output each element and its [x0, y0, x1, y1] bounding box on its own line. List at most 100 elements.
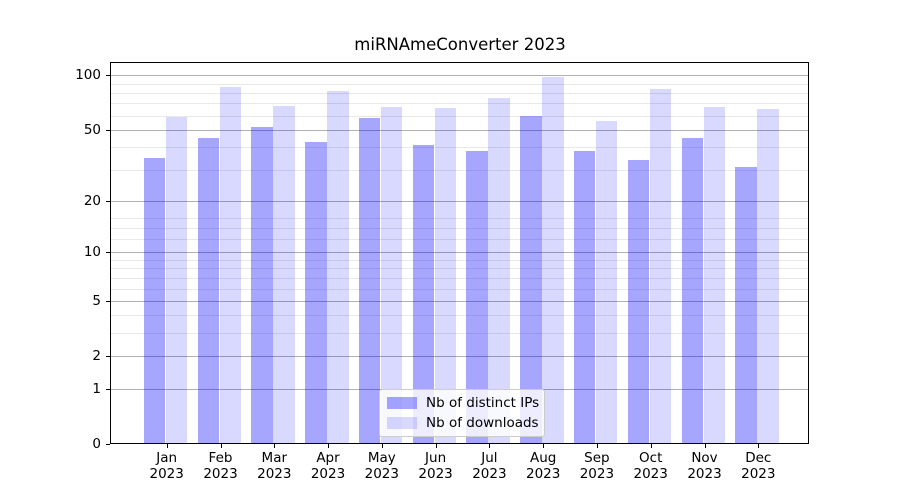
- x-axis-tick-sep: [596, 444, 598, 448]
- x-axis-label-month: Apr: [316, 450, 340, 466]
- bar-nb-of-distinct-ips-aug: [520, 115, 542, 444]
- y-axis-tick-1: [106, 388, 110, 390]
- x-axis-label-year: 2023: [149, 466, 184, 482]
- x-axis-label-year: 2023: [579, 466, 615, 482]
- x-axis-label-year: 2023: [633, 466, 668, 482]
- legend-entry-downloads: Nb of downloads: [387, 414, 539, 432]
- x-axis-label-apr: Apr 2023: [298, 450, 358, 482]
- bar-nb-of-downloads-jul: [488, 97, 510, 444]
- gridline-minor-30: [110, 169, 809, 171]
- x-axis-tick-jan: [166, 444, 168, 448]
- bar-nb-of-distinct-ips-jul: [466, 151, 488, 444]
- x-axis-label-may: May 2023: [352, 450, 412, 482]
- bar-nb-of-distinct-ips-jun: [412, 145, 435, 444]
- gridline-minor-80: [110, 92, 809, 94]
- legend-swatch-distinct-ips: [387, 397, 417, 409]
- y-axis-label-1: 1: [92, 380, 101, 397]
- x-axis-label-year: 2023: [687, 466, 722, 482]
- gridline-major-50: [110, 129, 809, 131]
- right-spine: [808, 62, 809, 444]
- bar-nb-of-downloads-jan: [165, 116, 188, 444]
- x-axis-label-month: May: [367, 450, 396, 466]
- x-axis-label-month: Feb: [208, 450, 233, 466]
- y-axis-tick-0: [106, 444, 110, 445]
- bottom-spine: [110, 443, 809, 444]
- x-axis-label-year: 2023: [741, 466, 776, 482]
- bar-nb-of-distinct-ips-feb: [197, 138, 219, 444]
- bar-nb-of-downloads-may: [380, 106, 403, 444]
- y-axis-tick-5: [106, 300, 110, 302]
- gridline-minor-90: [110, 83, 809, 85]
- bar-nb-of-distinct-ips-mar: [251, 126, 273, 444]
- gridline-major-20: [110, 200, 809, 202]
- x-axis-tick-oct: [650, 444, 652, 448]
- x-axis-label-nov: Nov 2023: [675, 450, 735, 482]
- x-axis-label-jan: Jan 2023: [137, 450, 197, 482]
- x-axis-tick-jul: [489, 444, 491, 448]
- x-axis-label-jul: Jul 2023: [459, 450, 519, 482]
- y-axis-tick-20: [106, 200, 110, 202]
- left-spine: [110, 62, 111, 444]
- x-axis-label-year: 2023: [203, 466, 238, 482]
- x-axis-label-year: 2023: [310, 466, 346, 482]
- gridline-minor-6: [110, 288, 809, 290]
- bar-nb-of-downloads-sep: [595, 120, 618, 444]
- x-axis-tick-aug: [543, 444, 545, 448]
- x-axis-label-month: Dec: [745, 450, 772, 466]
- x-axis-label-year: 2023: [364, 466, 399, 482]
- legend-label-distinct-ips: Nb of distinct IPs: [426, 394, 540, 411]
- legend-label-downloads: Nb of downloads: [426, 414, 539, 431]
- gridline-minor-7: [110, 277, 809, 279]
- bar-nb-of-downloads-dec: [757, 109, 779, 444]
- gridline-minor-60: [110, 115, 809, 117]
- x-axis-label-jun: Jun 2023: [406, 450, 466, 482]
- bar-nb-of-downloads-feb: [219, 87, 241, 444]
- y-axis-tick-2: [106, 356, 110, 358]
- gridline-major-2: [110, 356, 809, 358]
- x-axis-label-year: 2023: [526, 466, 561, 482]
- y-axis-tick-10: [106, 252, 110, 254]
- gridline-minor-14: [110, 227, 809, 229]
- x-axis-label-year: 2023: [472, 466, 507, 482]
- bar-nb-of-downloads-mar: [273, 105, 295, 444]
- x-axis-label-oct: Oct 2023: [621, 450, 681, 482]
- gridline-minor-8: [110, 268, 809, 270]
- y-axis-label-10: 10: [83, 244, 101, 261]
- gridline-minor-4: [110, 315, 809, 317]
- x-axis-label-year: 2023: [418, 466, 453, 482]
- x-axis-tick-may: [381, 444, 383, 448]
- x-axis-label-month: Jan: [156, 450, 178, 466]
- x-axis-label-month: Aug: [530, 450, 557, 466]
- y-axis-label-50: 50: [83, 121, 101, 138]
- x-axis-label-aug: Aug 2023: [513, 450, 573, 482]
- gridline-minor-9: [110, 260, 809, 261]
- x-axis-label-mar: Mar 2023: [244, 450, 304, 482]
- gridline-minor-70: [110, 103, 809, 105]
- x-axis-label-month: Nov: [691, 450, 718, 466]
- x-axis-label-dec: Dec 2023: [728, 450, 788, 482]
- top-spine: [110, 62, 809, 63]
- gridline-minor-40: [110, 147, 809, 149]
- bar-nb-of-distinct-ips-dec: [735, 167, 757, 444]
- x-axis-label-month: Oct: [639, 450, 663, 466]
- bar-nb-of-downloads-jun: [434, 108, 457, 444]
- x-axis-tick-jun: [435, 444, 437, 448]
- y-axis-label-5: 5: [92, 292, 101, 309]
- gridline-minor-3: [110, 333, 809, 335]
- x-axis-label-sep: Sep 2023: [567, 450, 627, 482]
- gridline-major-100: [110, 75, 809, 77]
- y-axis-label-100: 100: [75, 67, 101, 84]
- x-axis-label-month: Sep: [584, 450, 610, 466]
- bar-nb-of-downloads-oct: [649, 89, 672, 444]
- x-axis-tick-mar: [274, 444, 276, 448]
- chart-title: miRNAmeConverter 2023: [354, 35, 566, 54]
- bar-nb-of-downloads-apr: [327, 90, 349, 444]
- x-axis-label-month: Mar: [261, 450, 288, 466]
- legend: Nb of distinct IPs Nb of downloads: [379, 389, 545, 437]
- bar-nb-of-distinct-ips-jan: [143, 157, 166, 444]
- y-axis-label-2: 2: [92, 348, 101, 365]
- bar-nb-of-distinct-ips-sep: [573, 151, 596, 444]
- x-axis-tick-apr: [328, 444, 329, 448]
- x-axis-label-month: Jun: [425, 450, 447, 466]
- x-axis-label-month: Jul: [481, 450, 498, 466]
